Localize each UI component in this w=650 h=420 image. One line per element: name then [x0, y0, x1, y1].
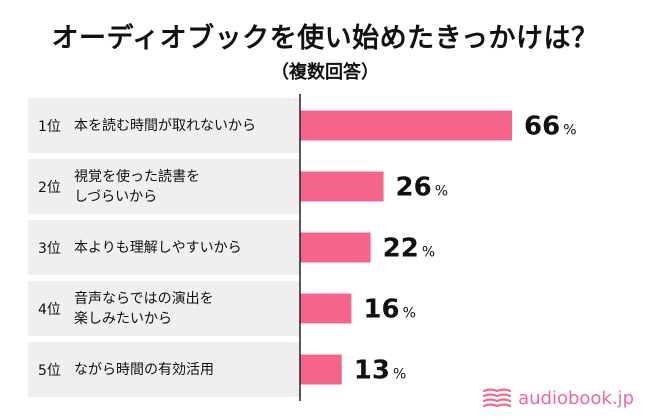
category-row: 1位 本を読む時間が取れないから	[28, 98, 300, 153]
rank-label: 5位	[38, 362, 61, 379]
category-row: 3位 本よりも理解しやすいから	[28, 220, 300, 275]
value-label: 26%	[396, 173, 449, 203]
category-label: 音声ならではの演出を 楽しみたいから	[74, 290, 214, 327]
bar	[300, 110, 512, 141]
chart-title: オーディオブックを使い始めたきっかけは？	[51, 23, 599, 54]
rank-label: 1位	[38, 118, 61, 135]
bar	[300, 293, 352, 324]
brand-logo: audiobook.jp	[482, 386, 634, 410]
category-label: ながら時間の有効活用	[74, 361, 214, 378]
value-label: 22%	[383, 234, 436, 264]
rank-label: 4位	[38, 301, 61, 318]
value-label: 13%	[354, 356, 407, 386]
chart-subtitle: （複数回答）	[271, 62, 379, 83]
category-label: 本を読む時間が取れないから	[74, 117, 256, 134]
category-label: 本よりも理解しやすいから	[74, 239, 242, 256]
value-label: 66%	[524, 112, 577, 142]
bar	[300, 354, 342, 385]
value-label: 16%	[363, 295, 416, 325]
rank-label: 2位	[38, 179, 61, 196]
category-row: 5位 ながら時間の有効活用	[28, 342, 300, 397]
open-book-icon	[482, 388, 512, 408]
rank-label: 3位	[38, 240, 61, 257]
category-label: 視覚を使った読書を しづらいから	[74, 168, 200, 205]
category-row: 2位 視覚を使った読書を しづらいから	[28, 159, 300, 214]
brand-name: audiobook.jp	[518, 387, 634, 409]
category-row: 4位 音声ならではの演出を 楽しみたいから	[28, 281, 300, 336]
bar	[300, 171, 384, 202]
bar	[300, 232, 371, 263]
